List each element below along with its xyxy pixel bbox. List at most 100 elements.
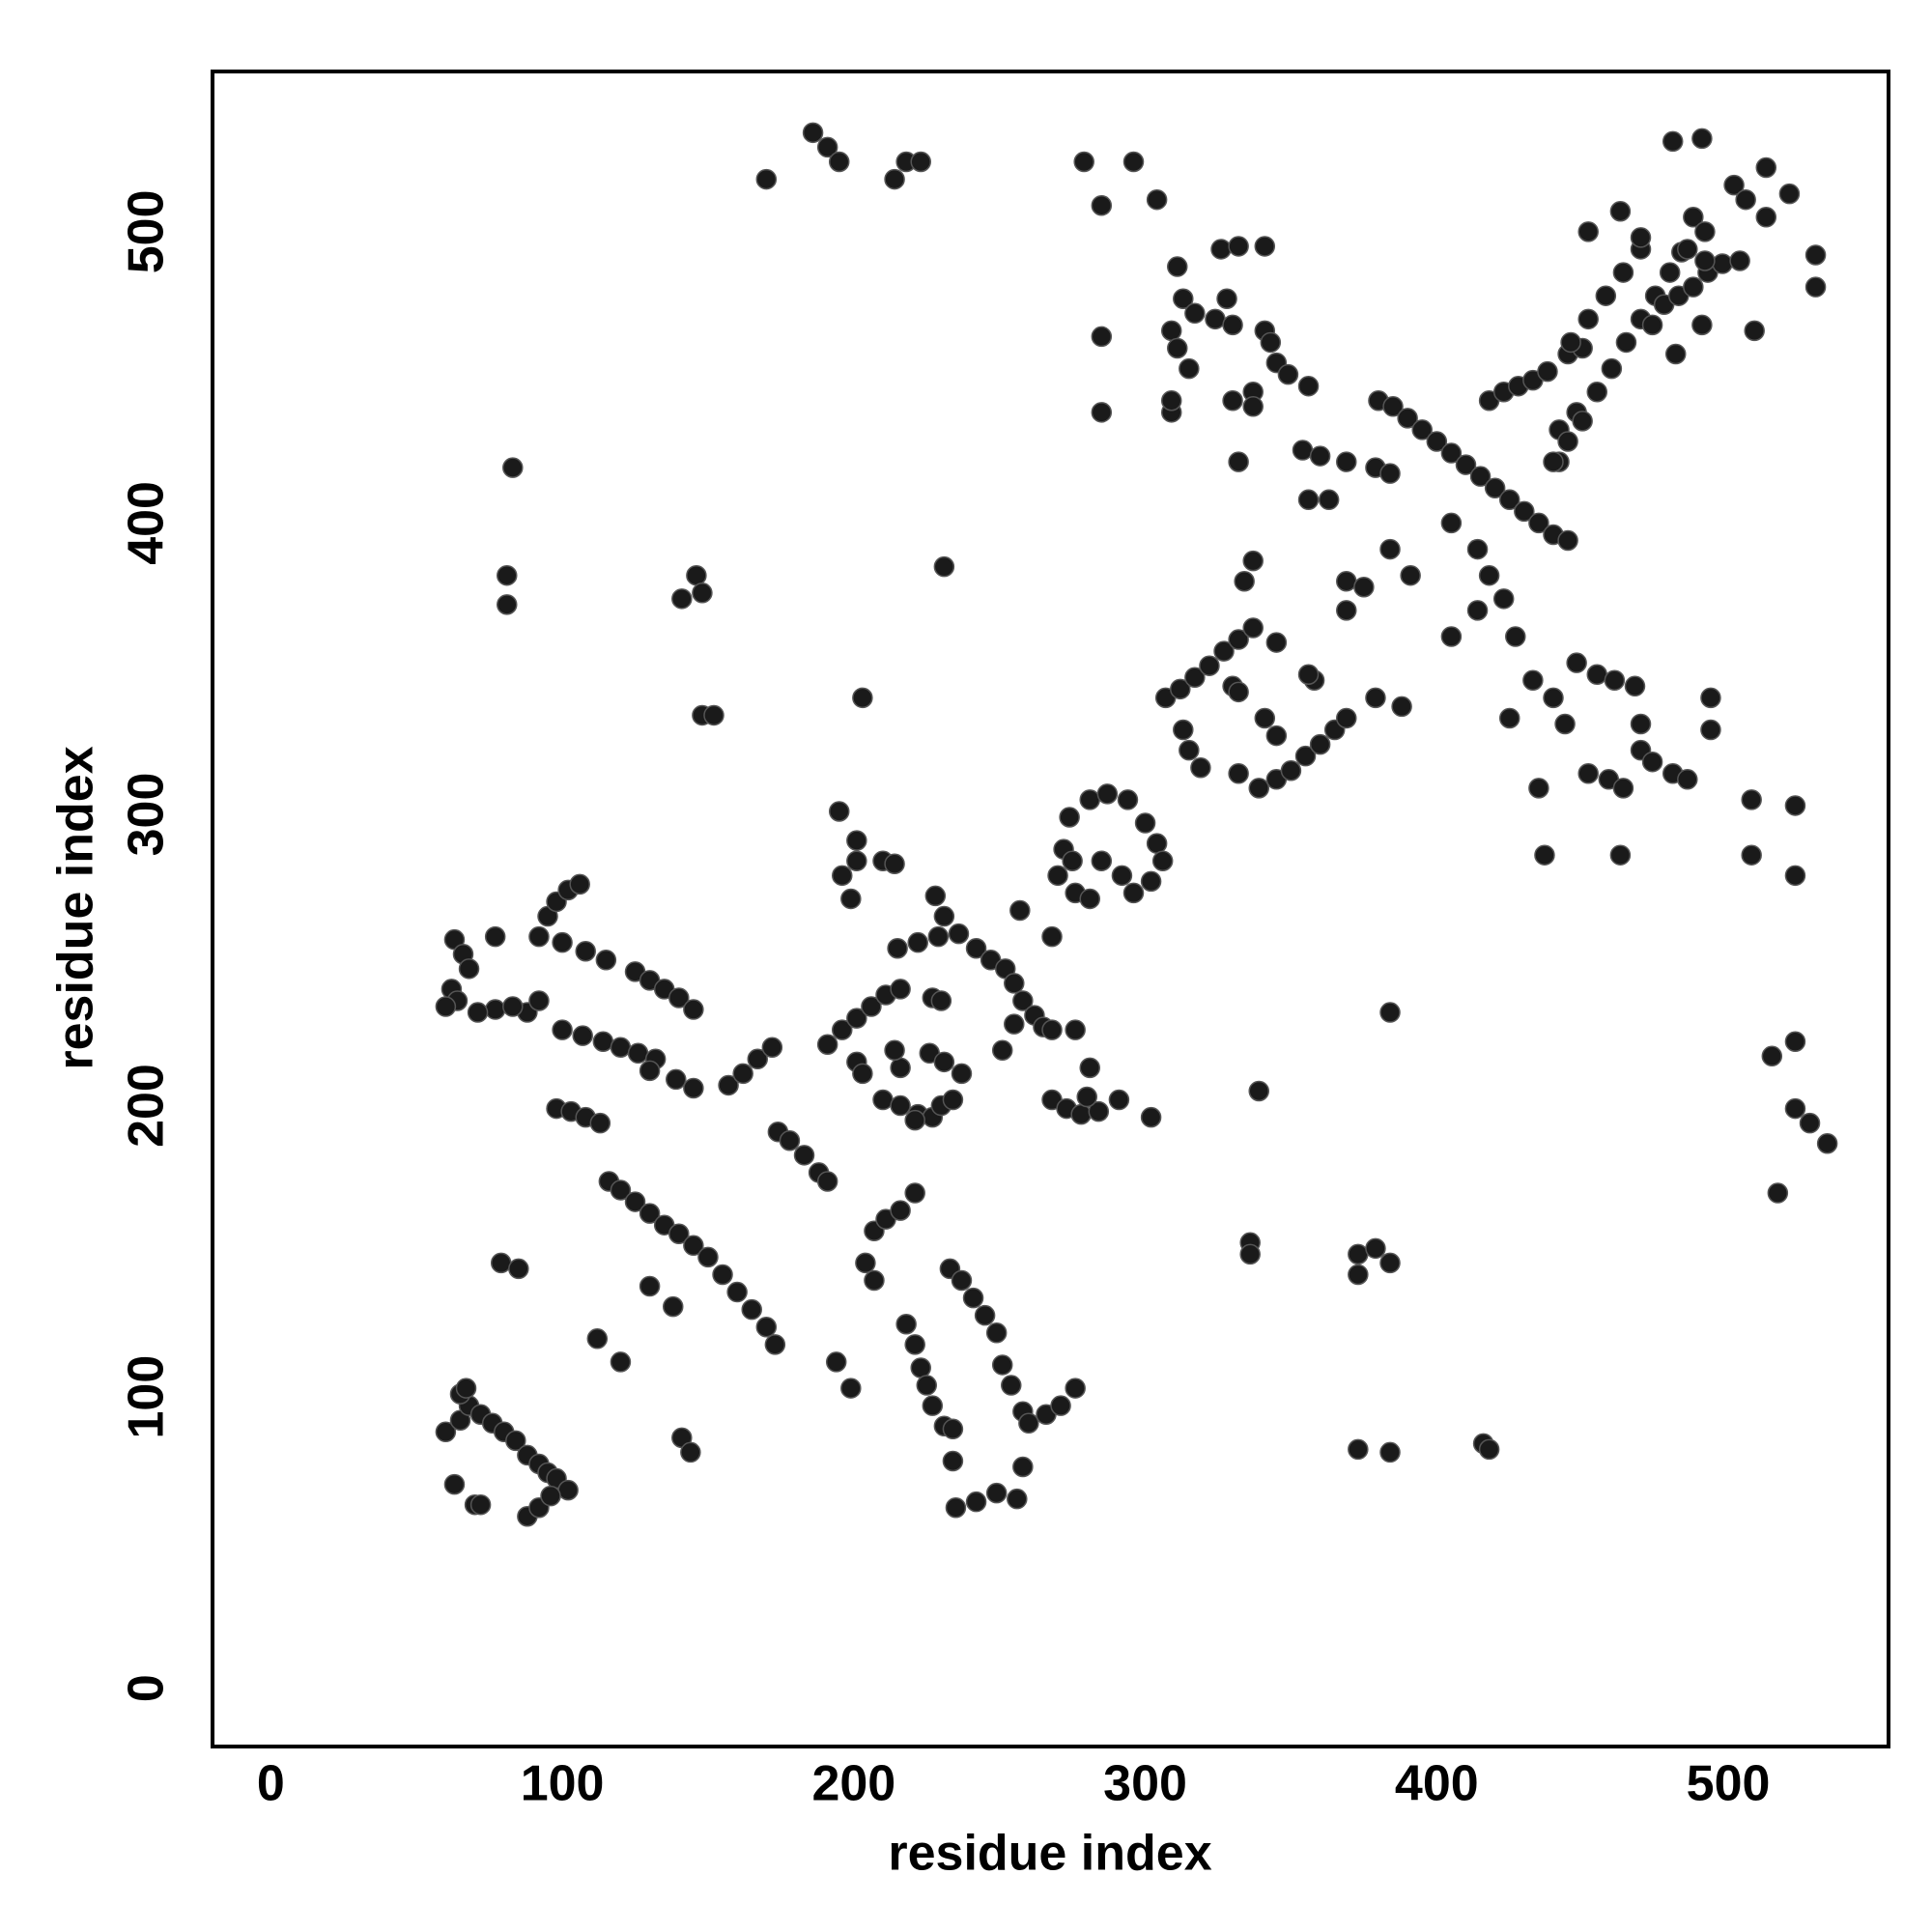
contact-point: [671, 588, 693, 610]
contact-point: [965, 1491, 987, 1513]
contact-point: [1741, 844, 1762, 866]
contact-point: [872, 1089, 894, 1111]
contact-point: [884, 1039, 905, 1062]
contact-point: [1167, 337, 1188, 359]
contact-point: [1242, 550, 1264, 572]
contact-point: [1560, 331, 1581, 354]
contact-point: [1586, 664, 1608, 685]
contact-point: [1134, 812, 1156, 834]
contact-point: [1816, 1133, 1838, 1154]
contact-point: [569, 873, 590, 895]
contact-point: [528, 925, 550, 948]
contact-point: [1228, 681, 1249, 703]
contact-point: [1348, 1243, 1369, 1265]
contact-point: [1151, 850, 1174, 871]
contact-point: [575, 940, 596, 962]
contact-point: [910, 1357, 931, 1378]
contact-point: [942, 1418, 964, 1440]
contact-point: [502, 457, 524, 478]
contact-point: [1761, 1045, 1783, 1067]
contact-point: [1630, 713, 1652, 735]
contact-point: [1700, 719, 1721, 741]
contact-point: [1691, 314, 1713, 336]
contact-point: [1091, 402, 1113, 423]
contact-point: [816, 1171, 838, 1192]
contact-point: [825, 1351, 847, 1373]
contact-point: [1199, 655, 1220, 676]
contact-point: [1694, 221, 1716, 242]
y-tick-label: 500: [119, 189, 175, 273]
contact-point: [703, 704, 724, 726]
contact-point: [1683, 207, 1704, 228]
contact-point: [1047, 865, 1068, 887]
contact-point: [592, 1031, 614, 1052]
contact-point: [1297, 664, 1320, 685]
contact-point: [910, 151, 931, 173]
contact-point: [1440, 512, 1463, 534]
contact-point: [907, 931, 928, 953]
contact-point: [1804, 244, 1827, 266]
contact-point: [435, 1421, 457, 1443]
contact-point: [1167, 256, 1188, 277]
contact-point: [840, 1378, 862, 1399]
contact-point: [1173, 288, 1194, 309]
contact-point: [505, 1430, 526, 1452]
contact-point: [1065, 1378, 1086, 1399]
contact-point: [1700, 687, 1721, 709]
contact-point: [890, 1094, 911, 1117]
contact-point: [1160, 320, 1182, 342]
contact-point: [922, 1395, 944, 1416]
contact-point: [1478, 564, 1500, 586]
contact-point: [802, 122, 824, 144]
contact-point: [624, 1191, 646, 1212]
contact-point: [962, 1287, 984, 1309]
contact-point: [887, 937, 908, 959]
contact-point: [1566, 652, 1587, 673]
contact-point: [1041, 925, 1063, 948]
contact-point: [890, 1057, 911, 1079]
contact-point: [930, 990, 952, 1011]
contact-point: [1234, 570, 1255, 592]
contact-point: [1484, 477, 1506, 498]
contact-point: [1228, 236, 1249, 257]
contact-point: [639, 1060, 661, 1082]
contact-point: [627, 1042, 649, 1065]
contact-point: [1641, 314, 1663, 336]
contact-point: [1379, 1002, 1401, 1023]
contact-point: [832, 1019, 853, 1040]
contact-point: [1784, 795, 1806, 816]
contact-point: [1677, 769, 1698, 790]
contact-point: [828, 801, 850, 822]
contact-point: [1265, 632, 1288, 653]
contact-point: [1348, 1264, 1369, 1286]
contact-point: [1577, 308, 1599, 330]
x-tick-label: 200: [811, 1756, 895, 1812]
contact-point: [610, 1179, 632, 1201]
contact-point: [1522, 669, 1544, 692]
contact-point: [683, 999, 704, 1020]
contact-point: [666, 1068, 687, 1091]
contact-point: [662, 1295, 684, 1318]
contact-point: [1744, 320, 1765, 342]
y-tick-label: 300: [119, 773, 175, 857]
contact-point: [1755, 207, 1777, 228]
contact-point: [610, 1351, 632, 1373]
contact-point: [1630, 227, 1652, 248]
contact-point: [435, 996, 457, 1017]
contact-point: [1179, 357, 1200, 380]
contact-point: [1595, 285, 1617, 306]
contact-point: [455, 1378, 477, 1399]
contact-point: [1514, 500, 1535, 523]
contact-point: [933, 1051, 955, 1073]
contact-point: [1336, 600, 1357, 621]
y-axis-title: residue index: [48, 746, 104, 1069]
contact-point: [755, 1316, 778, 1338]
contact-point: [1248, 778, 1269, 799]
contact-point: [668, 1223, 690, 1244]
contact-point: [692, 582, 713, 604]
contact-point: [1554, 713, 1576, 735]
contact-point: [1004, 1013, 1025, 1035]
contact-point: [1096, 783, 1119, 805]
y-tick-label: 100: [119, 1355, 175, 1439]
contact-point: [683, 1235, 704, 1257]
